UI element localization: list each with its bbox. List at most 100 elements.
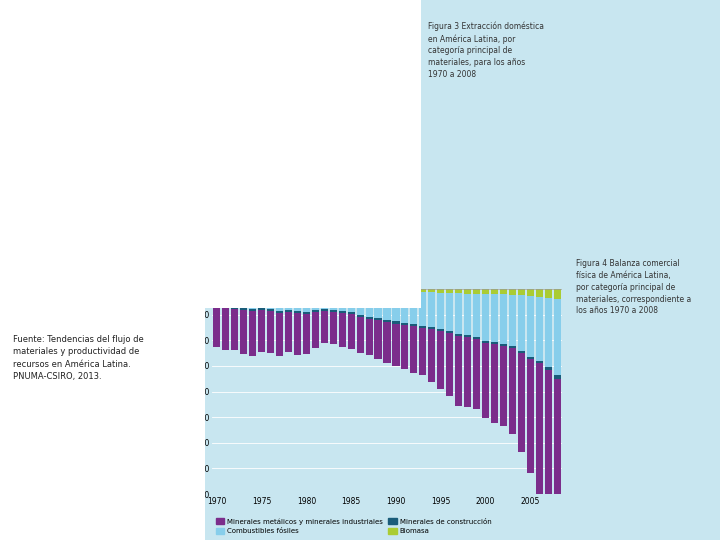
Bar xyxy=(135,210,143,221)
Bar xyxy=(127,196,134,205)
Bar xyxy=(536,361,543,363)
Bar xyxy=(99,207,107,213)
Bar xyxy=(437,293,444,329)
Bar xyxy=(384,289,390,292)
Bar xyxy=(145,210,152,221)
Bar xyxy=(297,204,304,251)
Bar xyxy=(91,223,98,251)
Bar xyxy=(234,215,241,251)
Bar xyxy=(446,333,454,396)
Bar xyxy=(109,198,116,206)
Bar xyxy=(213,289,220,291)
Bar xyxy=(305,202,312,251)
Bar xyxy=(153,204,161,210)
Bar xyxy=(243,214,250,251)
Bar xyxy=(270,171,277,186)
Bar xyxy=(455,293,462,334)
Bar xyxy=(446,289,454,293)
Bar xyxy=(231,291,238,307)
Legend: Minerales metálicos y minerales industriales, Combustibles fósiles, Minerales de: Minerales metálicos y minerales industri… xyxy=(58,273,333,289)
Bar xyxy=(171,221,179,251)
Bar xyxy=(330,291,337,309)
Bar xyxy=(500,343,507,346)
Bar xyxy=(145,202,152,210)
Bar xyxy=(279,207,286,251)
Bar xyxy=(330,309,337,312)
Bar xyxy=(333,145,340,167)
Bar xyxy=(213,291,220,305)
Bar xyxy=(348,314,355,349)
Bar xyxy=(428,293,436,327)
Bar xyxy=(153,221,161,251)
Bar xyxy=(294,291,301,311)
Bar xyxy=(401,325,408,369)
Bar xyxy=(464,335,471,338)
Bar xyxy=(240,310,248,354)
Bar xyxy=(356,289,364,292)
Bar xyxy=(216,187,223,198)
Bar xyxy=(518,353,525,452)
Bar xyxy=(544,289,552,298)
Bar xyxy=(261,197,268,211)
Bar xyxy=(536,289,543,296)
Bar xyxy=(276,291,283,311)
Bar xyxy=(527,296,534,357)
Bar xyxy=(109,212,116,222)
Bar xyxy=(297,187,304,204)
Bar xyxy=(366,317,373,319)
Bar xyxy=(491,294,498,342)
Bar xyxy=(267,312,274,353)
Bar xyxy=(341,177,348,195)
Bar xyxy=(509,346,516,348)
Bar xyxy=(285,312,292,352)
Bar xyxy=(446,331,454,333)
Bar xyxy=(270,195,277,210)
Bar xyxy=(252,190,259,199)
Bar xyxy=(419,326,426,328)
Bar xyxy=(225,185,232,195)
Bar xyxy=(392,292,400,321)
Bar xyxy=(99,223,107,251)
Bar xyxy=(518,289,525,295)
Bar xyxy=(258,308,265,310)
Bar xyxy=(419,293,426,326)
Bar xyxy=(303,312,310,314)
Bar xyxy=(288,206,295,251)
Bar xyxy=(323,199,330,251)
Bar xyxy=(395,171,402,251)
Bar xyxy=(82,224,89,251)
Bar xyxy=(455,289,462,293)
Bar xyxy=(180,194,187,202)
Bar xyxy=(351,174,358,194)
Bar xyxy=(323,170,330,182)
Bar xyxy=(267,291,274,309)
Bar xyxy=(401,292,408,323)
Bar xyxy=(374,319,382,320)
Bar xyxy=(153,210,161,221)
Bar xyxy=(288,180,295,190)
Text: Fuente: Tendencias del flujo de
materiales y productividad de
recursos en Améric: Fuente: Tendencias del flujo de material… xyxy=(13,335,144,381)
Bar xyxy=(482,341,489,343)
Bar xyxy=(279,167,286,183)
Bar xyxy=(323,182,330,199)
Bar xyxy=(384,322,390,363)
Bar xyxy=(55,225,62,251)
Bar xyxy=(216,218,223,251)
Bar xyxy=(258,310,265,352)
Bar xyxy=(315,185,322,201)
Bar xyxy=(55,210,62,216)
Bar xyxy=(491,342,498,345)
Bar xyxy=(261,211,268,251)
Bar xyxy=(288,163,295,180)
Bar xyxy=(333,179,340,198)
Bar xyxy=(303,314,310,354)
Bar xyxy=(207,207,215,219)
Bar xyxy=(231,309,238,350)
Bar xyxy=(428,329,436,382)
Bar xyxy=(410,326,418,373)
Bar xyxy=(428,327,436,329)
Bar xyxy=(464,294,471,335)
Bar xyxy=(374,289,382,292)
Bar xyxy=(261,174,268,188)
Bar xyxy=(213,305,220,307)
